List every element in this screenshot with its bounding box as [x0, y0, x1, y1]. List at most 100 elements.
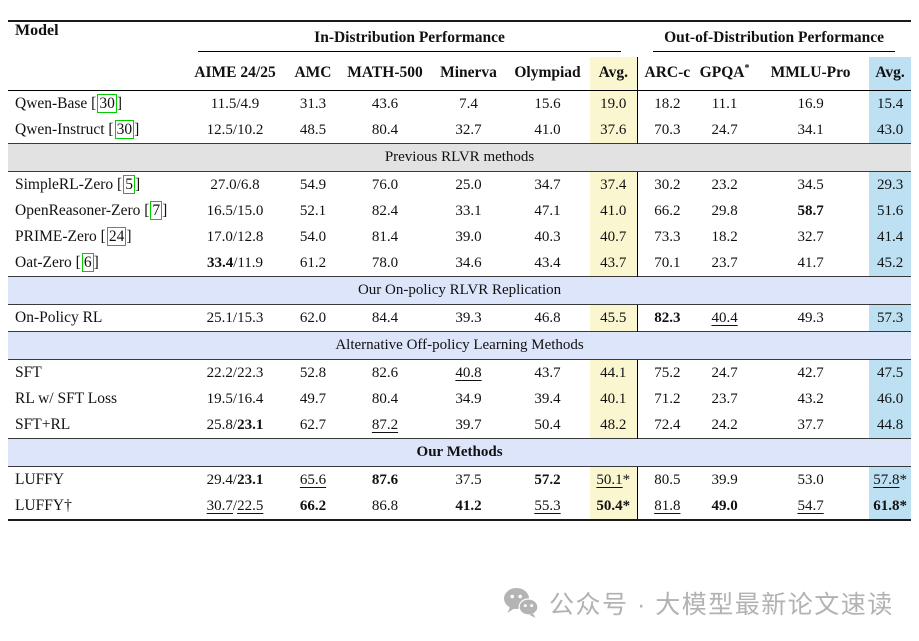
table-row: SFT 22.2/22.3 52.8 82.6 40.8 43.7 44.1 75.2 24.7… — [8, 359, 912, 387]
table-cell: 15.6 — [505, 91, 590, 118]
table-cell: 37.6 — [590, 117, 638, 144]
text-segment: 81.4 — [371, 228, 399, 245]
text-segment: 49.3 — [797, 309, 824, 326]
table-cell: 42.7 — [752, 360, 869, 387]
text-segment: 55.3 — [534, 497, 561, 514]
text-segment: 51.6 — [876, 202, 904, 219]
text-segment: /11.9 — [233, 254, 264, 271]
text-segment: MMLU-Pro — [770, 63, 851, 81]
text-segment: 15.4 — [876, 95, 904, 112]
text-segment: AIME 24/25 — [194, 63, 276, 81]
text-segment: 40.8 — [455, 364, 482, 381]
text-segment: LUFFY — [15, 471, 65, 489]
section-header-row: Our Methods — [8, 438, 912, 468]
text-segment: 54.0 — [299, 228, 327, 245]
table-cell: 49.7 — [288, 386, 338, 412]
text-segment: 57.2 — [534, 471, 561, 488]
text-segment: 25.8/ — [206, 416, 238, 433]
citation-link[interactable]: 24 — [106, 227, 127, 247]
table-cell: 45.5 — [590, 304, 638, 332]
table-cell: 81.4 — [338, 224, 432, 250]
table-cell: 45.2 — [869, 250, 912, 277]
table-cell: 48.5 — [288, 117, 338, 144]
table-cell: 39.3 — [432, 305, 505, 332]
text-segment: 53.0 — [797, 471, 824, 488]
text-segment: 87.6 — [371, 471, 399, 488]
table-cell: 39.4 — [505, 386, 590, 412]
table-cell: 34.9 — [432, 386, 505, 412]
table-cell: 75.2 — [637, 360, 697, 387]
text-segment: 39.9 — [711, 471, 738, 488]
text-segment: Avg. — [598, 63, 628, 81]
text-segment: 62.0 — [299, 309, 327, 326]
citation-link[interactable]: 5 — [123, 175, 135, 195]
table-cell: 24.7 — [697, 360, 752, 387]
text-segment: * — [899, 471, 907, 488]
text-segment: 23.2 — [711, 176, 738, 193]
text-segment: MATH-500 — [347, 63, 423, 81]
text-segment: 43.7 — [534, 364, 561, 381]
text-segment: 43.0 — [876, 121, 904, 138]
text-segment: 81.8 — [654, 497, 681, 514]
text-segment: 70.3 — [654, 121, 681, 138]
table-cell: 7.4 — [432, 91, 505, 118]
text-segment: * — [622, 471, 631, 488]
table-cell: 43.7 — [590, 250, 638, 277]
table-cell: 50.4* — [590, 493, 638, 521]
text-segment: RL w/ SFT Loss — [15, 390, 118, 408]
table-cell: 39.7 — [432, 412, 505, 439]
table-cell: 82.3 — [637, 305, 697, 332]
text-segment: 48.5 — [299, 121, 327, 138]
text-segment: 52.1 — [299, 202, 327, 219]
model-column-header: Model — [8, 21, 182, 92]
text-segment: 29.3 — [876, 176, 904, 193]
table-cell: 62.7 — [288, 412, 338, 439]
text-segment: 76.0 — [371, 176, 399, 193]
citation-link[interactable]: 7 — [150, 201, 163, 221]
text-segment: 80.4 — [371, 121, 399, 138]
text-segment: 57.8 — [873, 471, 900, 488]
section-label: Previous RLVR methods — [8, 143, 912, 173]
citation-link[interactable]: 30 — [97, 94, 117, 114]
citation-link[interactable]: 6 — [81, 253, 94, 273]
group-header-label: In-Distribution Performance — [198, 22, 622, 52]
text-segment: 30.7 — [206, 497, 233, 514]
column-header: Minerva — [432, 57, 505, 92]
text-segment: 42.7 — [797, 364, 824, 381]
table-cell: 46.0 — [869, 386, 912, 413]
table-cell: 41.7 — [752, 250, 869, 277]
text-segment: / — [232, 497, 238, 514]
text-segment: 61.2 — [299, 254, 327, 271]
column-header: AIME 24/25 — [182, 57, 288, 92]
table-cell: 47.5 — [869, 359, 912, 387]
table-cell: 19.5/16.4 — [182, 386, 288, 412]
table-cell: 40.4 — [697, 305, 752, 332]
table-cell: 29.3 — [869, 171, 912, 199]
table-cell: 58.7 — [752, 198, 869, 224]
table-row: LUFFY† 30.7/22.5 66.2 86.8 41.2 55.3 50.4* 81.8… — [8, 493, 912, 521]
table-cell: 61.8* — [869, 493, 912, 521]
table-cell: 24.7 — [697, 117, 752, 144]
table-cell: 47.1 — [505, 198, 590, 224]
table-cell: 37.4 — [590, 171, 638, 199]
text-segment: Minerva — [440, 63, 497, 81]
watermark: 公众号 · 大模型最新论文速读 — [503, 584, 894, 622]
table-row: Qwen-Instruct [30] 12.5/10.2 48.5 80.4 32.7 4… — [8, 117, 912, 144]
text-segment: 32.7 — [797, 228, 824, 245]
table-row: RL w/ SFT Loss 19.5/16.4 49.7 80.4 34.9 39.4 4… — [8, 386, 912, 413]
model-name: Qwen-Instruct [30] — [8, 117, 182, 144]
citation-link[interactable]: 30 — [114, 120, 135, 140]
text-segment: 11.1 — [711, 95, 738, 112]
table-cell: 39.0 — [432, 224, 505, 250]
model-name: Oat-Zero [6] — [8, 250, 182, 277]
watermark-text: 公众号 · 大模型最新论文速读 — [549, 591, 894, 619]
table-row: On-Policy RL 25.1/15.3 62.0 84.4 39.3 46.8 45.… — [8, 304, 912, 332]
model-name: SFT+RL — [8, 412, 182, 439]
table-cell: 11.1 — [697, 91, 752, 118]
table-cell: 44.8 — [869, 412, 912, 439]
text-segment: 41.4 — [876, 228, 904, 245]
text-segment: 54.9 — [299, 176, 327, 193]
text-segment: 12.5/10.2 — [206, 121, 264, 138]
table-row: Qwen-Base [30] 11.5/4.9 31.3 43.6 7.4 15.6 19.… — [8, 90, 912, 118]
text-segment: 39.0 — [455, 228, 482, 245]
